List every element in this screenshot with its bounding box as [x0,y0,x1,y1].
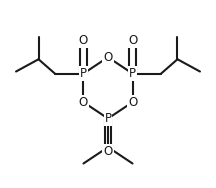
Text: O: O [79,96,88,109]
Text: O: O [103,51,113,64]
Text: P: P [129,67,136,80]
Text: O: O [128,34,137,47]
Text: O: O [103,145,113,158]
Text: P: P [105,112,111,125]
Text: P: P [80,67,87,80]
Text: O: O [128,96,137,109]
Text: O: O [79,34,88,47]
